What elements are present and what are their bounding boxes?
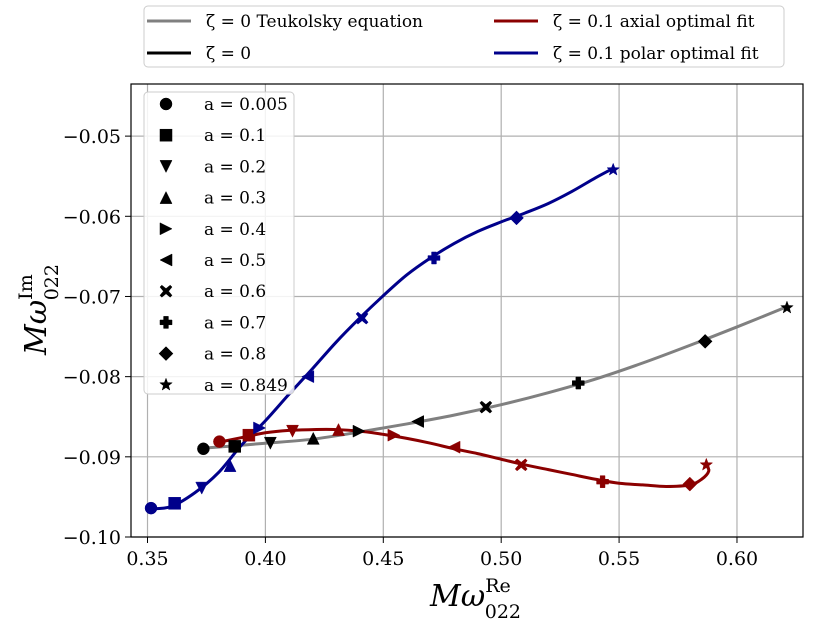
plot-area: 0.35 0.40 0.45 0.50 0.55 0.60 −0.10 −0.09 −0.08 −…	[63, 83, 804, 570]
ticks: 0.35 0.40 0.45 0.50 0.55 0.60 −0.10 −0.09 −0.08 −…	[63, 126, 758, 570]
series-line-3	[148, 167, 614, 511]
x-axis-label: MωRe 022	[429, 575, 521, 623]
data-point-s2-3	[332, 423, 345, 436]
marker-legend-label: a = 0.6	[204, 282, 266, 302]
marker-legend-symbol	[159, 191, 173, 204]
plot-border	[130, 83, 804, 538]
series-legend-label-1: ζ = 0	[206, 44, 251, 64]
data-point-s1-3	[306, 431, 320, 445]
y-tick-label: −0.08	[63, 367, 121, 389]
series-legend-label-2: ζ = 0.1 axial optimal fit	[553, 12, 755, 32]
x-tick-label: 0.40	[244, 548, 286, 570]
marker-legend-label: a = 0.4	[204, 220, 266, 240]
data-point-s2-4	[387, 428, 401, 442]
data-point-s2-9	[699, 457, 714, 471]
x-tick-label: 0.60	[716, 548, 758, 570]
marker-legend-symbol	[159, 253, 173, 267]
marker-legend-label: a = 0.2	[204, 157, 266, 177]
data-point-s2-6	[514, 458, 528, 472]
data-point-s3-4	[253, 421, 267, 435]
marker-legend-symbol	[159, 222, 173, 236]
marker-legend-label: a = 0.5	[204, 251, 266, 271]
y-tick-label: −0.07	[63, 286, 121, 308]
data-point-s3-8	[509, 210, 524, 226]
data-point-s1-7	[572, 376, 585, 390]
marker-legend-symbol	[159, 97, 173, 111]
data-point-s1-1	[228, 440, 241, 453]
data-point-s2-0	[213, 435, 226, 448]
data-point-s3-7	[427, 251, 441, 265]
data-point-s2-2	[286, 424, 299, 438]
data-point-s1-6	[479, 400, 493, 414]
x-tick-label: 0.45	[362, 548, 404, 570]
data-point-s1-9	[780, 300, 794, 314]
data-point-s3-9	[606, 162, 621, 176]
data-point-s2-7	[596, 475, 609, 488]
marker-legend-label: a = 0.7	[204, 313, 266, 333]
series-legend-label-3: ζ = 0.1 polar optimal fit	[553, 44, 759, 64]
data-point-s2-8	[682, 476, 698, 492]
data-point-s2-5	[447, 440, 461, 454]
y-axis-label: MωIm 022	[15, 264, 63, 356]
series-line-2	[216, 427, 711, 488]
marker-legend-label: a = 0.8	[204, 345, 266, 365]
data-point-s1-0	[197, 442, 210, 456]
x-tick-label: 0.35	[126, 548, 168, 570]
data-point-s2-1	[242, 428, 256, 442]
marker-legend-symbol	[159, 128, 173, 142]
marker-legend-label: a = 0.849	[204, 376, 288, 396]
marker-legend-symbol	[159, 316, 173, 329]
marker-legend-symbol	[158, 346, 174, 361]
marker-legend-label: a = 0.3	[204, 189, 266, 209]
x-tick-label: 0.55	[598, 548, 640, 570]
marker-legend-label: a = 0.005	[204, 95, 288, 115]
series-legend-frame	[143, 5, 785, 68]
data-point-s1-8	[697, 334, 713, 349]
marker-legend-label: a = 0.1	[204, 126, 266, 146]
x-tick-label: 0.50	[480, 548, 522, 570]
data-point-s3-0	[144, 501, 158, 515]
data-point-s3-5	[301, 370, 315, 384]
marker-legend-frame	[143, 91, 295, 395]
data-point-s1-4	[352, 424, 366, 438]
series-legend-label-0: ζ = 0 Teukolsky equation	[206, 12, 423, 32]
marker-legend-symbol	[159, 284, 173, 298]
data-point-s1-2	[263, 436, 277, 450]
y-tick-label: −0.06	[63, 206, 121, 228]
marker-layer	[144, 162, 794, 515]
marker-legend: a = 0.005 a = 0.1 a = 0.2 a = 0.3 a = 0.4 a =…	[143, 91, 295, 396]
y-tick-label: −0.09	[63, 447, 121, 469]
data-point-s1-5	[411, 415, 424, 428]
y-tick-label: −0.10	[63, 527, 121, 549]
y-tick-label: −0.05	[63, 126, 121, 148]
data-point-s3-1	[168, 497, 181, 510]
data-point-s3-2	[195, 481, 209, 495]
data-point-s3-6	[355, 311, 369, 325]
data-point-s3-3	[223, 459, 237, 472]
marker-legend-entries: a = 0.005 a = 0.1 a = 0.2 a = 0.3 a = 0.4 a =…	[158, 95, 288, 396]
series-legend: ζ = 0 Teukolsky equation ζ = 0 ζ = 0.1 a…	[143, 5, 785, 68]
marker-legend-symbol	[159, 377, 173, 391]
marker-legend-symbol	[159, 160, 173, 173]
